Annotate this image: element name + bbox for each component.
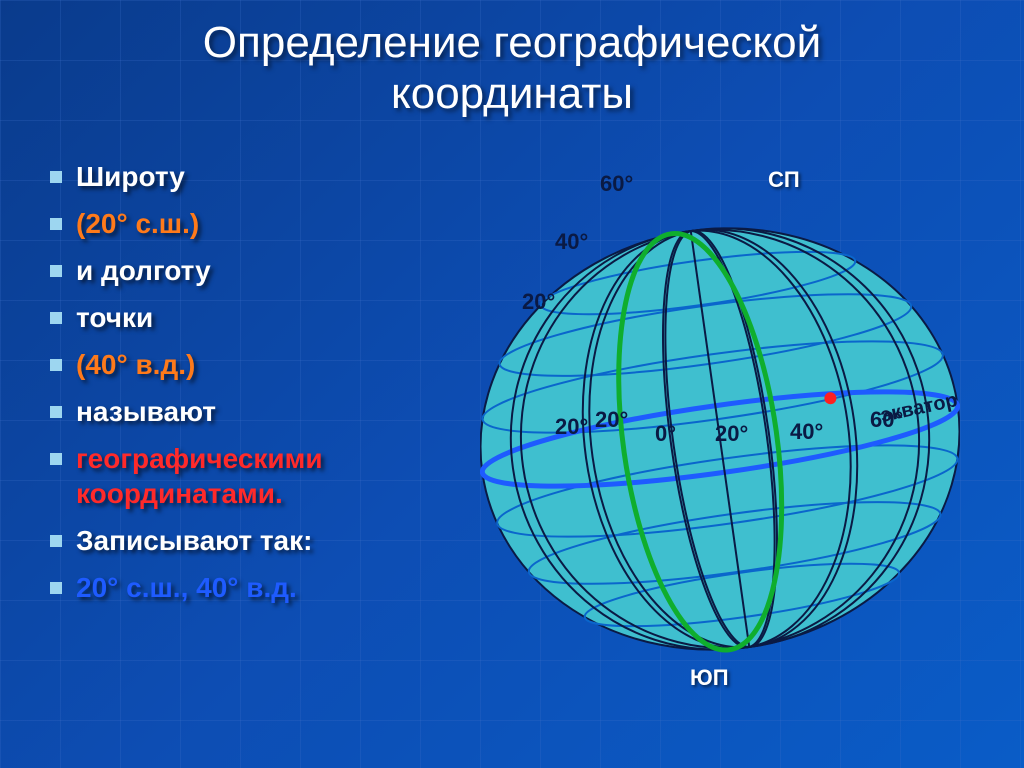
bullet-text: точки: [76, 300, 153, 335]
bullet-text: Записывают так:: [76, 523, 312, 558]
bullet-item: Записывают так:: [50, 523, 430, 558]
bullet-text: 20° с.ш., 40° в.д.: [76, 570, 297, 605]
bullet-square-icon: [50, 406, 62, 418]
bullet-item: (20° с.ш.): [50, 206, 430, 241]
bullet-item: называют: [50, 394, 430, 429]
bullet-item: Широту: [50, 159, 430, 194]
bullet-item: и долготу: [50, 253, 430, 288]
content-area: Широту (20° с.ш.) и долготу точки (40° в.д.)…: [0, 119, 1024, 709]
bullet-text: (20° с.ш.): [76, 206, 199, 241]
bullet-square-icon: [50, 312, 62, 324]
longitude-degree: 20°: [715, 421, 748, 447]
bullet-square-icon: [50, 265, 62, 277]
bullet-item: точки: [50, 300, 430, 335]
bullet-item: географическими координатами.: [50, 441, 430, 511]
bullet-square-icon: [50, 359, 62, 371]
bullet-text: и долготу: [76, 253, 211, 288]
bullet-square-icon: [50, 582, 62, 594]
longitude-degree: 40°: [790, 419, 823, 445]
bullet-square-icon: [50, 218, 62, 230]
latitude-degree: 60°: [600, 171, 633, 197]
bullet-item: 20° с.ш., 40° в.д.: [50, 570, 430, 605]
bullet-list: Широту (20° с.ш.) и долготу точки (40° в.д.)…: [50, 159, 430, 605]
title-line-2: координаты: [391, 69, 633, 118]
bullet-square-icon: [50, 171, 62, 183]
title-line-1: Определение географической: [203, 18, 821, 67]
diagram-panel: СП ЮП экватор 60°40°20° 20°0°20°40°60°20…: [430, 149, 1024, 709]
bullet-text: географическими координатами.: [76, 441, 430, 511]
bullet-square-icon: [50, 453, 62, 465]
longitude-degree: 60°: [870, 407, 903, 433]
longitude-degree: 0°: [655, 421, 676, 447]
longitude-degree: 20°: [555, 414, 588, 440]
bullet-square-icon: [50, 535, 62, 547]
longitude-degree: 20°: [595, 407, 628, 433]
globe-wrap: СП ЮП экватор 60°40°20° 20°0°20°40°60°20…: [480, 189, 960, 669]
latitude-degree: 40°: [555, 229, 588, 255]
slide-title: Определение географической координаты: [0, 0, 1024, 119]
bullet-text: Широту: [76, 159, 185, 194]
bullet-text: (40° в.д.): [76, 347, 195, 382]
north-pole-label: СП: [768, 167, 800, 193]
bullet-item: (40° в.д.): [50, 347, 430, 382]
bullet-text: называют: [76, 394, 216, 429]
latitude-degree: 20°: [522, 289, 555, 315]
south-pole-label: ЮП: [690, 665, 729, 691]
bullet-panel: Широту (20° с.ш.) и долготу точки (40° в.д.)…: [0, 149, 430, 709]
